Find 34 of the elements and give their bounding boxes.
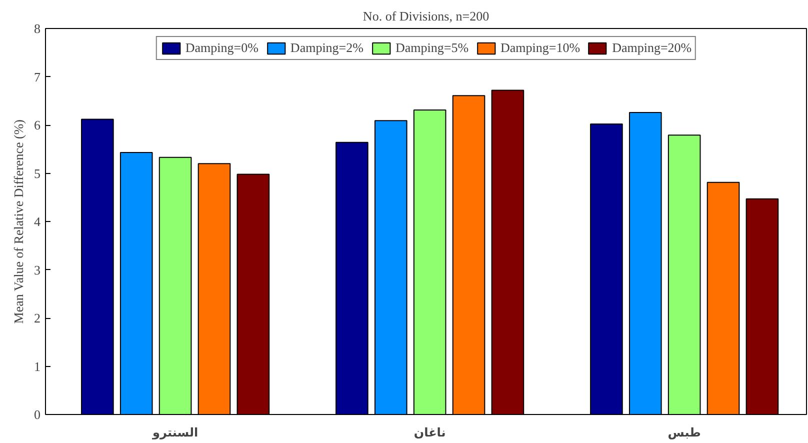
y-tick-label: 3 bbox=[34, 262, 40, 278]
x-tick-label: السنترو bbox=[152, 426, 198, 440]
bar bbox=[158, 156, 192, 414]
y-tick-label: 8 bbox=[34, 21, 40, 36]
bar bbox=[628, 112, 662, 414]
bar bbox=[746, 198, 779, 414]
y-tick-label: 6 bbox=[34, 118, 41, 132]
bar bbox=[491, 90, 524, 414]
bar bbox=[452, 95, 486, 414]
legend-label: Damping=5% bbox=[395, 40, 469, 56]
legend-label: Damping=10% bbox=[500, 40, 580, 56]
y-axis-title: Mean Value of Relative Difference (%) bbox=[11, 120, 26, 324]
y-tick-label: 5 bbox=[34, 166, 40, 181]
bar bbox=[374, 120, 408, 414]
y-tick-label: 1 bbox=[34, 358, 40, 374]
bar bbox=[706, 182, 740, 414]
bar bbox=[668, 134, 701, 414]
bar bbox=[413, 110, 446, 414]
y-tick-label: 2 bbox=[34, 310, 40, 326]
y-tick-label: 7 bbox=[34, 69, 41, 84]
bar bbox=[590, 124, 623, 414]
legend-label: Damping=2% bbox=[290, 40, 364, 56]
bar bbox=[120, 152, 153, 414]
y-tick-label: 0 bbox=[34, 407, 40, 422]
legend-label: Damping=0% bbox=[185, 40, 258, 56]
x-tick-label: ناغان bbox=[414, 426, 446, 440]
chart-title: No. of Divisions, n=200 bbox=[362, 8, 490, 24]
y-tick-label: 4 bbox=[34, 214, 41, 229]
bar bbox=[236, 174, 270, 414]
bar bbox=[336, 142, 368, 414]
x-tick-label: طبس bbox=[668, 426, 701, 440]
legend-label: Damping=20% bbox=[612, 40, 692, 56]
bar bbox=[81, 118, 114, 414]
bar bbox=[198, 163, 231, 414]
